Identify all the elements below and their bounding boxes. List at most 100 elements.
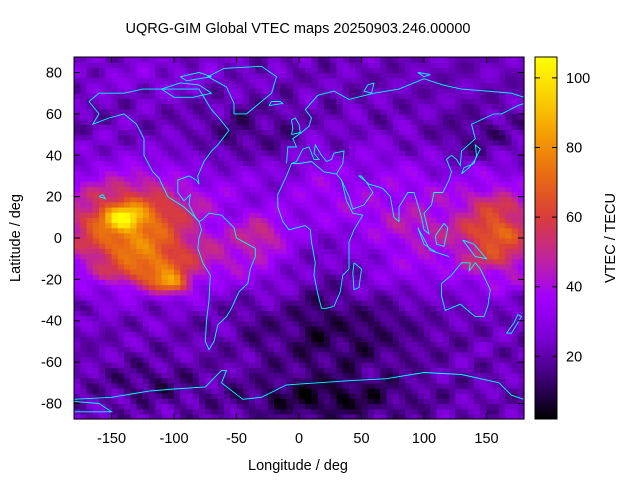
vtec-cell [349,191,356,198]
vtec-cell [324,227,331,234]
vtec-cell [324,119,331,125]
vtec-cell [186,289,194,296]
vtec-cell [474,393,481,399]
vtec-cell [511,88,519,94]
vtec-cell [499,217,506,224]
vtec-cell [149,232,156,239]
vtec-cell [136,403,144,410]
vtec-cell [117,372,125,379]
vtec-cell [467,362,475,368]
vtec-cell [286,98,294,105]
vtec-cell [74,387,81,394]
vtec-cell [236,160,244,167]
vtec-cell [224,67,231,74]
vtec-cell [511,315,519,322]
vtec-cell [336,367,344,374]
vtec-cell [486,103,494,110]
vtec-cell [405,217,413,224]
vtec-cell [105,356,113,363]
vtec-cell [174,170,181,177]
vtec-cell [142,382,150,389]
vtec-cell [167,88,175,94]
vtec-cell [342,289,350,296]
vtec-cell [174,403,181,410]
vtec-cell [492,356,500,363]
vtec-cell [80,351,88,358]
vtec-cell [430,103,438,110]
vtec-cell [267,134,275,141]
vtec-cell [117,227,125,234]
vtec-cell [136,232,144,239]
vtec-cell [261,320,269,327]
vtec-cell [292,398,300,405]
vtec-cell [74,165,81,172]
vtec-cell [411,362,419,368]
vtec-cell [180,238,188,244]
vtec-cell [192,181,200,187]
vtec-cell [74,67,81,74]
vtec-cell [361,67,369,74]
vtec-cell [492,108,500,115]
vtec-cell [411,222,419,229]
vtec-cell [461,393,469,399]
vtec-cell [167,315,175,322]
vtec-cell [161,372,169,379]
vtec-cell [436,413,444,420]
vtec-cell [355,305,363,311]
vtec-cell [186,258,194,265]
vtec-cell [86,108,94,115]
vtec-cell [349,139,356,146]
vtec-cell [105,284,113,291]
vtec-cell [249,300,256,306]
vtec-cell [267,284,275,291]
vtec-cell [74,258,81,265]
vtec-cell [205,175,213,182]
vtec-cell [330,217,338,224]
vtec-cell [499,88,506,94]
vtec-cell [330,367,338,374]
vtec-cell [105,238,113,244]
vtec-cell [286,356,294,363]
vtec-cell [80,362,88,368]
vtec-cell [386,284,394,291]
vtec-cell [342,144,350,151]
vtec-cell [342,124,350,130]
vtec-cell [249,336,256,343]
vtec-cell [349,124,356,130]
vtec-cell [455,212,463,218]
vtec-cell [286,336,294,343]
vtec-cell [499,191,506,198]
vtec-cell [192,144,200,151]
vtec-cell [92,62,100,68]
vtec-cell [211,279,219,286]
vtec-cell [180,191,188,198]
vtec-cell [111,98,119,105]
vtec-cell [455,93,463,99]
vtec-cell [74,181,81,187]
vtec-cell [117,119,125,125]
vtec-cell [217,331,225,337]
vtec-cell [286,372,294,379]
vtec-cell [230,393,238,399]
vtec-cell [317,155,325,162]
vtec-cell [86,393,94,399]
vtec-cell [236,175,244,182]
vtec-cell [486,274,494,280]
vtec-cell [461,408,469,415]
vtec-cell [180,88,188,94]
vtec-cell [455,98,463,105]
vtec-cell [224,196,231,203]
vtec-cell [142,201,150,208]
vtec-cell [511,263,519,270]
vtec-cell [374,284,381,291]
vtec-cell [255,98,263,105]
vtec-cell [217,113,225,120]
vtec-cell [367,398,375,405]
vtec-cell [117,341,125,348]
vtec-cell [142,253,150,260]
vtec-cell [92,331,100,337]
vtec-cell [292,206,300,213]
vtec-cell [442,77,450,84]
vtec-cell [199,320,206,327]
vtec-cell [199,413,206,420]
